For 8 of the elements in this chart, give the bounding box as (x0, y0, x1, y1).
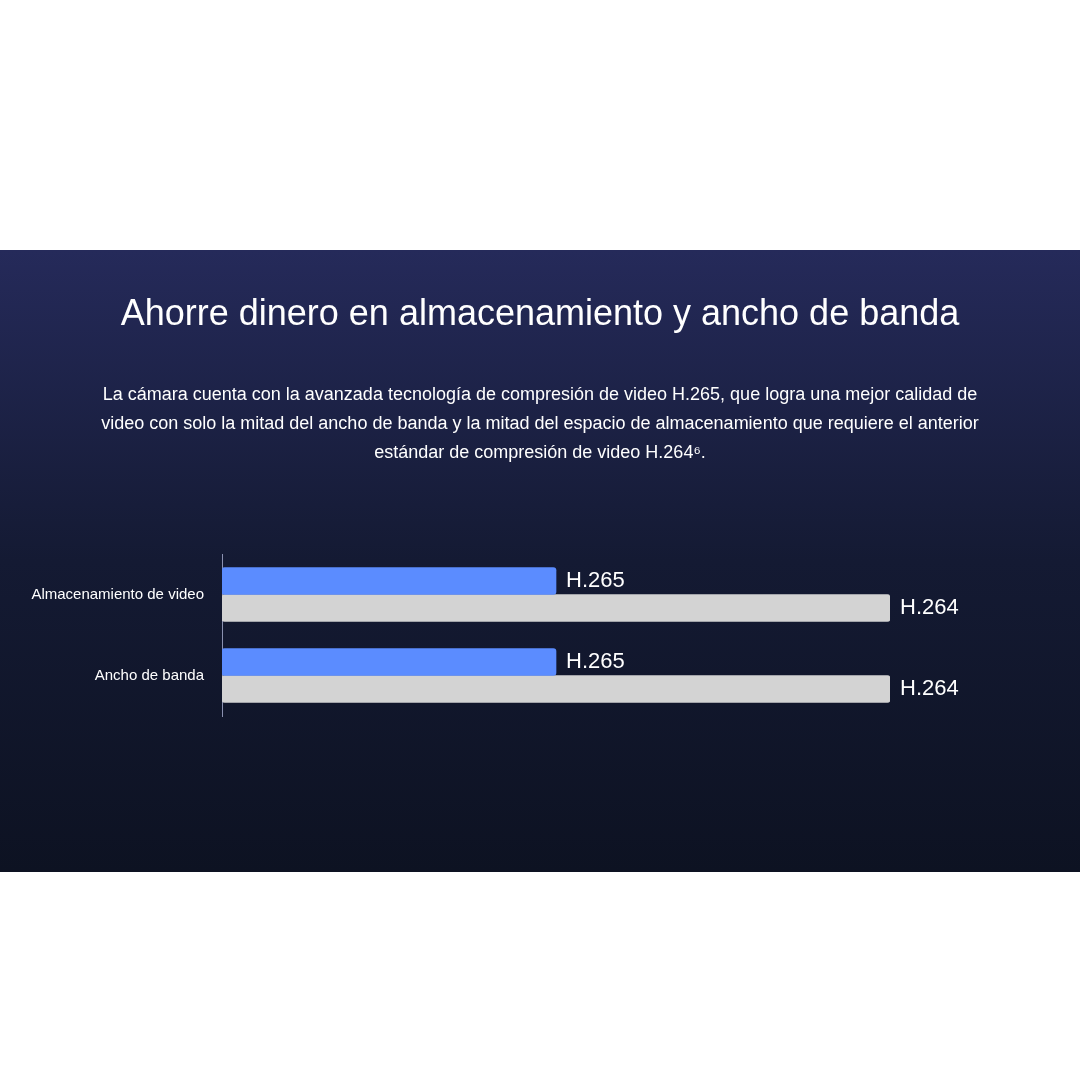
y-tick-label: Ancho de banda (94, 665, 205, 683)
series-label: H.265 (566, 567, 625, 593)
text: H.264 (900, 675, 959, 701)
chart-title: Ahorre dinero en almacenamiento y ancho de banda (119, 292, 961, 334)
text: H.265 (566, 648, 625, 674)
series-label: H.264 (900, 594, 959, 620)
y-tick-label: Almacenamiento de video (31, 584, 204, 602)
chart-subtitle: La cámara cuenta con la avanzada tecnología de compresión de video H.265, que logra una mejor calidad de video con solo la mitad del ancho de banda y la mitad del espacio de almacenamiento que requiere el anterior estándar de compresión de video H.264⁶. (100, 383, 980, 464)
